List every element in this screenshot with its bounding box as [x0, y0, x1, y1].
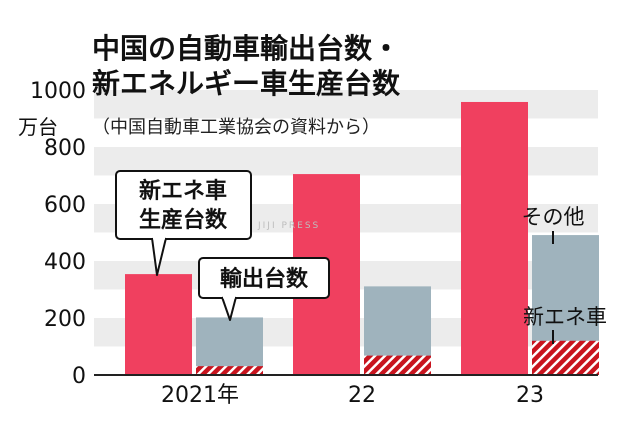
callout-exports: 輸出台数 [198, 257, 330, 321]
bar-exports-other [196, 317, 263, 375]
callout-nev-production-pointer [151, 237, 167, 276]
bar-exports-nev [364, 355, 431, 375]
y-axis-unit: 万台 [18, 115, 58, 139]
x-tick-label: 22 [348, 383, 376, 408]
callout-nev-production-line: 生産台数 [139, 207, 228, 233]
label-other: その他 [522, 205, 585, 244]
watermark: JIJI PRESS [257, 221, 320, 231]
x-tick-label: 23 [516, 383, 544, 408]
y-tick-label: 1000 [30, 79, 86, 104]
y-tick-label: 600 [44, 193, 86, 218]
callout-nev-production-text: 新エネ車生産台数 [139, 178, 228, 233]
label-nev-exports: 新エネ車 [523, 305, 607, 344]
y-axis-ticks: 0 200 400 600 800 1000 [30, 79, 86, 389]
callout-exports-box [198, 257, 330, 299]
x-tick-label: 2021年 [161, 383, 239, 408]
y-tick-label: 400 [44, 250, 86, 275]
bar-exports-nev [532, 340, 599, 375]
bar-exports-nev [196, 366, 263, 375]
callout-nev-production: 新エネ車生産台数 [115, 170, 252, 276]
callout-nev-production-box [115, 170, 252, 240]
bar-nev-production [125, 274, 192, 375]
source-note: （中国自動車工業協会の資料から） [92, 117, 380, 138]
callout-exports-pointer [221, 296, 237, 321]
label-nev-exports-text: 新エネ車 [523, 305, 607, 329]
chart-title-line1: 中国の自動車輸出台数・ [92, 32, 400, 65]
chart-title-line2: 新エネルギー車生産台数 [92, 67, 401, 100]
bar-nev-production [461, 101, 528, 375]
label-other-text: その他 [522, 205, 585, 229]
y-tick-label: 200 [44, 307, 86, 332]
y-tick-label: 800 [44, 136, 86, 161]
y-tick-label: 0 [72, 364, 86, 389]
x-axis-ticks: 2021年 22 23 [161, 383, 544, 408]
callout-exports-text: 輸出台数 [220, 266, 309, 292]
callout-nev-production-line: 新エネ車 [139, 178, 227, 204]
bars [125, 101, 599, 375]
